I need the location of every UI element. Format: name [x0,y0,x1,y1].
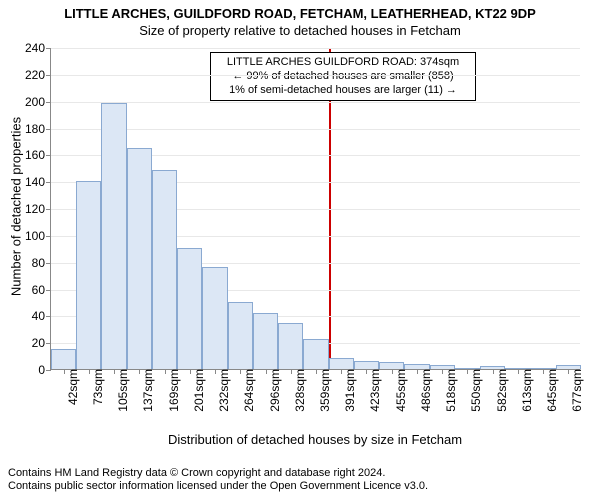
y-tick-label: 100 [25,229,51,243]
gridline [51,129,580,130]
x-tick-label: 582sqm [493,369,509,412]
annotation-line: 1% of semi-detached houses are larger (1… [217,84,469,98]
gridline [51,102,580,103]
x-tick-label: 518sqm [442,369,458,412]
histogram-bar [177,248,202,369]
footer-line-2: Contains public sector information licen… [8,480,428,494]
x-axis-label: Distribution of detached houses by size … [50,432,580,447]
y-tick-label: 60 [32,283,51,297]
x-tick-label: 359sqm [316,369,332,412]
x-tick-label: 677sqm [568,369,584,412]
x-tick-label: 486sqm [417,369,433,412]
histogram-bar [253,313,278,369]
annotation-callout: LITTLE ARCHES GUILDFORD ROAD: 374sqm← 99… [210,52,476,101]
annotation-line: ← 99% of detached houses are smaller (85… [217,70,469,84]
x-tick-label: 105sqm [114,369,130,412]
x-tick-label: 455sqm [392,369,408,412]
x-tick-label: 201sqm [190,369,206,412]
plot-area: LITTLE ARCHES GUILDFORD ROAD: 374sqm← 99… [50,48,580,370]
histogram-bar [303,339,328,369]
histogram-bar [379,362,404,369]
y-tick-label: 0 [38,363,51,377]
page-title: LITTLE ARCHES, GUILDFORD ROAD, FETCHAM, … [0,0,600,21]
page-subtitle: Size of property relative to detached ho… [0,23,600,38]
x-tick-label: 391sqm [341,369,357,412]
histogram-bar [152,170,177,369]
y-tick-label: 120 [25,202,51,216]
attribution-footer: Contains HM Land Registry data © Crown c… [8,467,428,495]
footer-line-1: Contains HM Land Registry data © Crown c… [8,467,428,481]
x-tick-label: 137sqm [139,369,155,412]
x-tick-label: 550sqm [467,369,483,412]
x-tick-label: 423sqm [366,369,382,412]
histogram-bar [228,302,253,369]
histogram-bar [329,358,354,369]
y-tick-label: 20 [32,336,51,350]
y-tick-label: 220 [25,68,51,82]
x-tick-label: 42sqm [64,369,80,405]
y-tick-label: 40 [32,309,51,323]
y-tick-label: 200 [25,95,51,109]
y-tick-label: 160 [25,148,51,162]
histogram-bar [51,349,76,369]
histogram-bar [354,361,379,369]
x-tick-label: 169sqm [165,369,181,412]
histogram-bar [127,148,152,369]
x-tick-label: 328sqm [291,369,307,412]
gridline [51,48,580,49]
y-tick-label: 240 [25,41,51,55]
histogram-bar [76,181,101,369]
x-tick-label: 296sqm [266,369,282,412]
x-tick-label: 73sqm [89,369,105,405]
y-axis-label: Number of detached properties [9,46,24,368]
x-tick-label: 264sqm [240,369,256,412]
gridline [51,75,580,76]
y-tick-label: 140 [25,175,51,189]
x-tick-label: 645sqm [543,369,559,412]
x-tick-label: 232sqm [215,369,231,412]
histogram-bar [101,103,126,369]
histogram-bar [278,323,303,369]
x-tick-label: 613sqm [518,369,534,412]
histogram-chart: LITTLE ARCHES GUILDFORD ROAD: 374sqm← 99… [50,48,580,370]
y-tick-label: 80 [32,256,51,270]
histogram-bar [202,267,227,369]
y-tick-label: 180 [25,122,51,136]
annotation-line: LITTLE ARCHES GUILDFORD ROAD: 374sqm [217,56,469,70]
